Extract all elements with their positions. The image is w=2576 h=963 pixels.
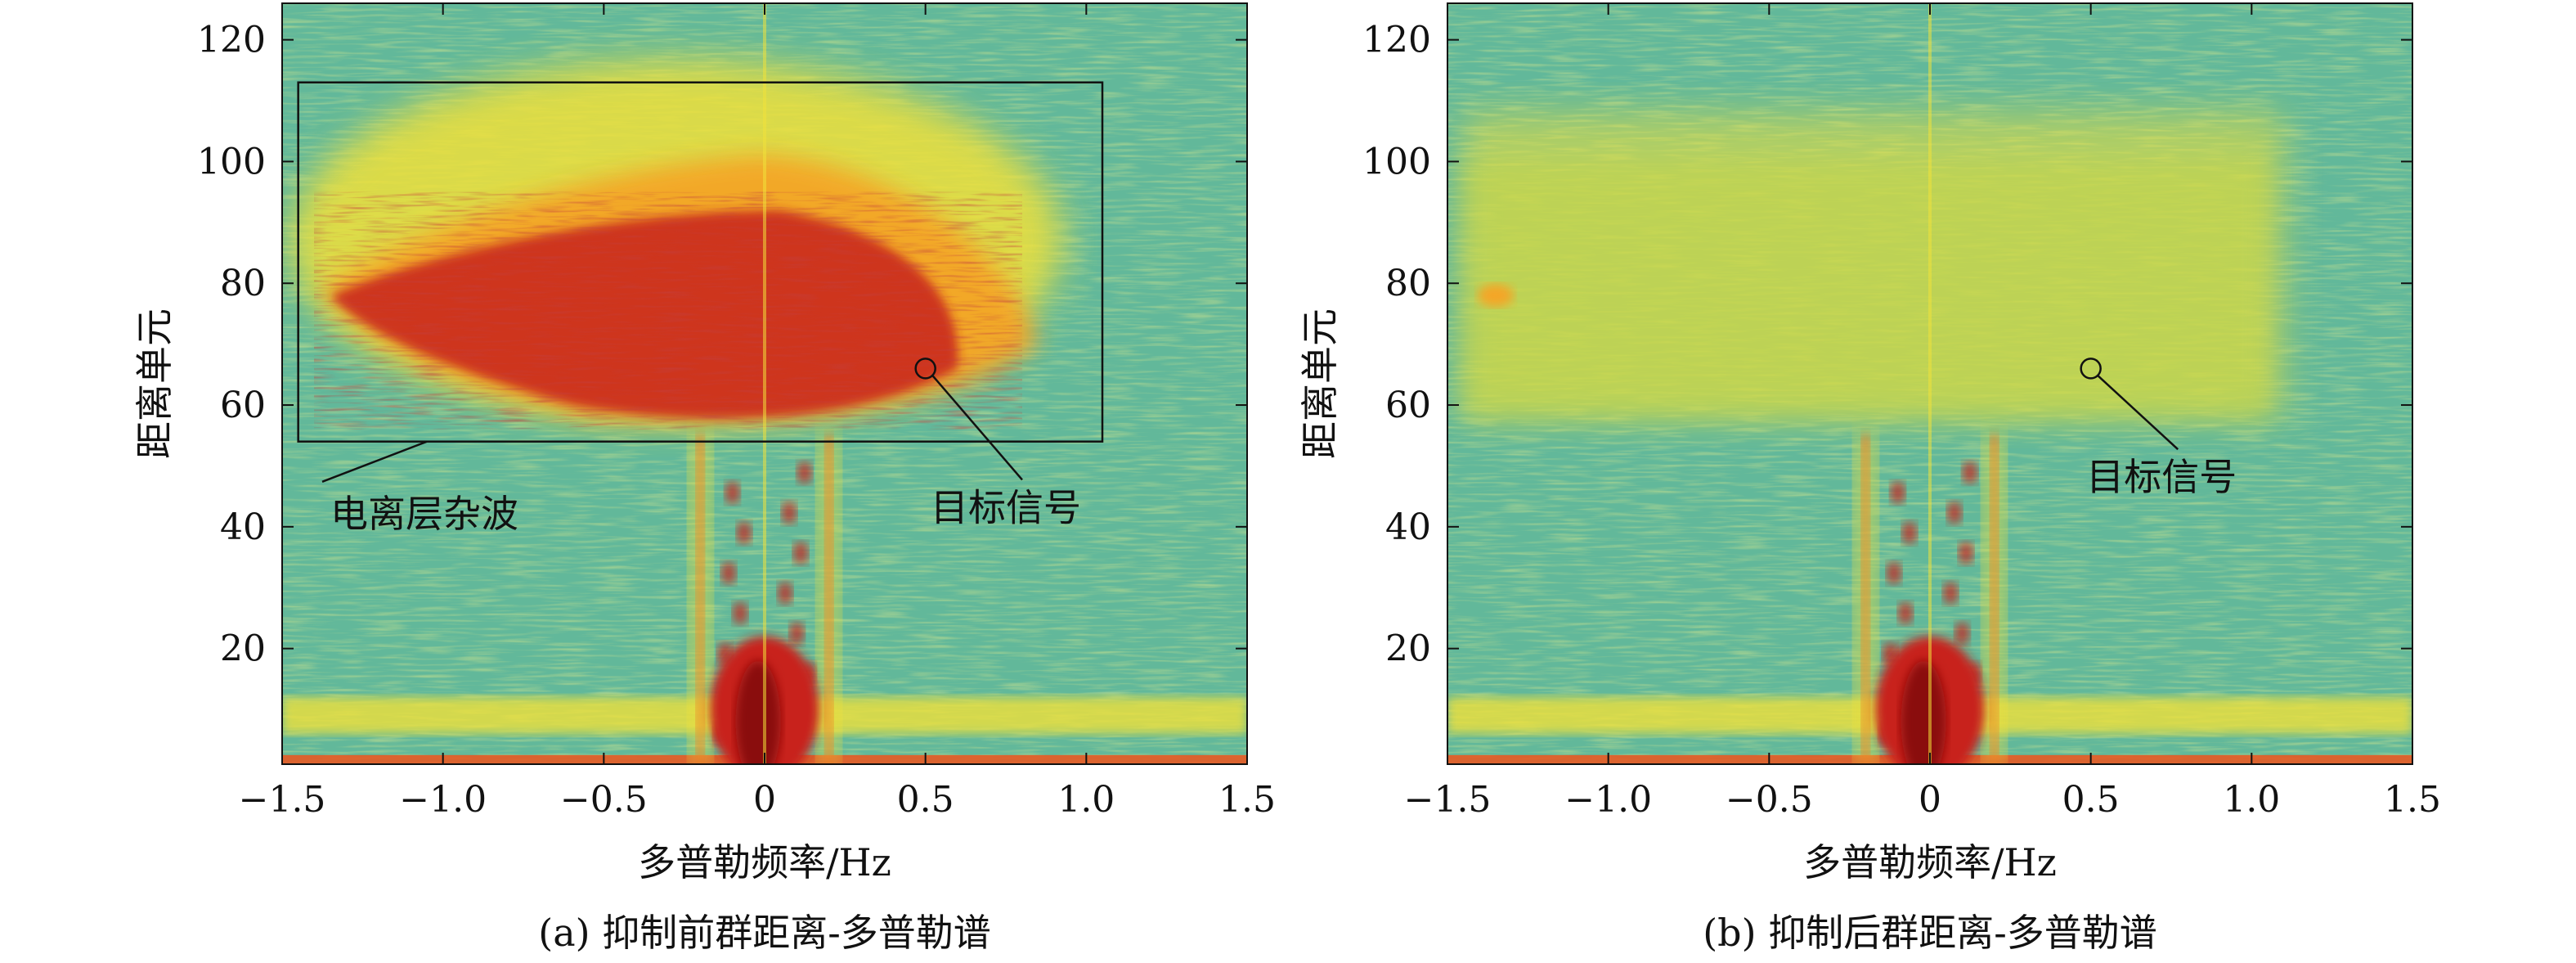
bragg-blob [1959, 541, 1974, 565]
bragg-blob [736, 521, 752, 545]
y-tick-label: 120 [197, 20, 266, 61]
bragg-blob [1954, 622, 1970, 646]
x-tick-label: 0 [753, 779, 776, 821]
x-axis-title: 多普勒频率/Hz [638, 840, 891, 884]
dc-line-mark [763, 3, 766, 764]
x-tick-label: 1.5 [2384, 779, 2441, 821]
clutter-leader [321, 440, 428, 484]
y-tick-label: 80 [1385, 263, 1431, 304]
bragg-blob [720, 561, 736, 585]
clutter-box [297, 81, 1104, 443]
residual-spot [1478, 284, 1514, 308]
clutter-label: 电离层杂波 [330, 492, 518, 536]
heatmap-a [282, 3, 1247, 764]
target-marker [914, 358, 936, 380]
y-tick-label: 40 [220, 506, 266, 548]
y-axis-title: 距离单元 [132, 308, 177, 459]
panel-caption: (b) 抑制后群距离-多普勒谱 [1703, 911, 2157, 955]
x-tick-label: −1.0 [1564, 779, 1652, 821]
bragg-blob [1886, 561, 1901, 585]
region-ionospheric-clutter [289, 60, 1063, 430]
dc-line-mark [1928, 3, 1932, 764]
target-label: 目标信号 [2086, 455, 2237, 499]
x-tick-label: −1.5 [239, 779, 326, 821]
x-tick-label: 0.5 [897, 779, 954, 821]
bragg-blob [1898, 601, 1914, 625]
x-tick-label: −0.5 [1726, 779, 1813, 821]
bragg-blob [781, 501, 797, 524]
bragg-blob [778, 581, 793, 605]
y-tick-label: 100 [1362, 141, 1431, 182]
bragg-blob [733, 601, 748, 625]
y-tick-label: 60 [1385, 385, 1431, 426]
bragg-blob [1962, 461, 1977, 484]
panel-a: −1.5 −1.0 −0.5 0 0.5 1.0 1.5 20 40 60 80 100 120 多普勒频… [132, 2, 1276, 955]
region-residual-clutter [1463, 112, 2284, 417]
x-tick-label: −1.5 [1404, 779, 1492, 821]
bragg-blob [1901, 521, 1917, 545]
bragg-blob [1943, 581, 1959, 605]
x-tick-label: 0 [1919, 779, 1941, 821]
bragg-core-dark [735, 660, 781, 764]
bragg-halo-2 [817, 435, 841, 764]
bragg-blob [725, 481, 740, 505]
bragg-blob [793, 541, 809, 565]
x-tick-label: −1.0 [399, 779, 487, 821]
bragg-blob [797, 461, 812, 484]
residual-body [1463, 161, 2268, 417]
y-tick-label: 60 [220, 385, 266, 426]
region-dc-line [763, 3, 766, 764]
target-leader [931, 375, 1023, 481]
y-tick-label: 20 [220, 628, 266, 670]
bragg-halo-2 [1982, 435, 2006, 764]
y-axis-title: 距离单元 [1298, 308, 1342, 459]
bragg-halo-1 [1854, 435, 1878, 764]
target-label: 目标信号 [931, 485, 1081, 529]
y-tick-label: 120 [1362, 20, 1431, 61]
x-tick-label: 0.5 [2062, 779, 2120, 821]
panel-b: −1.5 −1.0 −0.5 0 0.5 1.0 1.5 20 40 60 80 100 120 多普勒频… [1298, 2, 2441, 955]
bragg-blob [789, 622, 805, 646]
clutter-speckle [314, 191, 1022, 430]
x-tick-label: 1.5 [1218, 779, 1276, 821]
heatmap-b [1447, 3, 2412, 764]
region-dc-line [1928, 3, 1932, 764]
x-tick-label: 1.0 [2223, 779, 2280, 821]
target-marker [2080, 358, 2102, 380]
y-tick-label: 20 [1385, 628, 1431, 670]
bragg-blob [1890, 481, 1905, 505]
bragg-halo-1 [689, 435, 712, 764]
y-tick-label: 100 [197, 141, 266, 182]
bragg-blob [1946, 501, 1962, 524]
x-axis-title: 多普勒频率/Hz [1803, 840, 2057, 884]
y-tick-label: 40 [1385, 506, 1431, 548]
y-tick-label: 80 [220, 263, 266, 304]
target-leader [2097, 375, 2179, 451]
x-tick-label: −0.5 [560, 779, 648, 821]
x-tick-label: 1.0 [1057, 779, 1115, 821]
panel-caption: (a) 抑制前群距离-多普勒谱 [538, 911, 990, 955]
bragg-core-dark [1901, 660, 1946, 764]
